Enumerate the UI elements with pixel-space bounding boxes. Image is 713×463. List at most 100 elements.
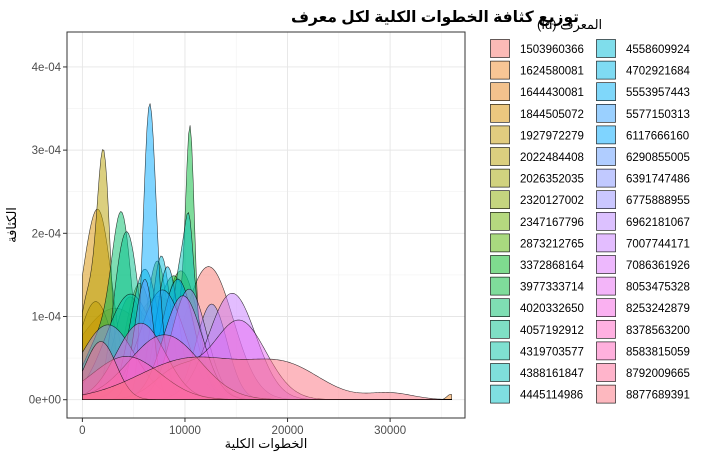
legend-key-swatch — [490, 125, 510, 145]
legend-item: 5577150313 — [596, 103, 690, 123]
legend-item: 6391747486 — [596, 168, 690, 188]
y-tick-label: 4e-04 — [32, 62, 62, 74]
legend-item: 2873212765 — [490, 233, 584, 253]
legend-item: 6290855005 — [596, 147, 690, 166]
legend-item: 5553957443 — [596, 82, 690, 102]
density-area-8877689391 — [82, 356, 452, 400]
legend-label: 1927972279 — [520, 130, 584, 142]
legend-item: 8378563200 — [596, 319, 690, 339]
legend-title: المعرف (Id) — [537, 17, 602, 33]
legend-key-swatch — [490, 384, 510, 404]
legend-key-swatch — [490, 168, 510, 188]
legend-item: 4445114986 — [490, 384, 583, 404]
legend-key-swatch — [490, 233, 510, 253]
legend-item: 2347167796 — [490, 211, 584, 231]
legend-key-swatch — [490, 147, 510, 166]
legend-label: 8792009665 — [626, 368, 690, 380]
legend-label: 6775888955 — [626, 195, 690, 207]
legend-item: 2320127002 — [490, 190, 584, 210]
legend-label: 4020332650 — [520, 303, 584, 315]
legend-label: 4319703577 — [520, 346, 584, 358]
x-tick-label: 10000 — [169, 425, 201, 437]
legend-item: 8253242879 — [596, 298, 690, 318]
legend-key-swatch — [490, 319, 510, 339]
x-tick-label: 20000 — [272, 425, 304, 437]
x-tick-label: 0 — [79, 425, 85, 437]
legend-key-swatch — [490, 298, 510, 318]
legend-item: 4057192912 — [490, 319, 584, 339]
legend-key-swatch — [596, 168, 616, 188]
legend-label: 6391747486 — [626, 174, 690, 186]
legend-label: 6117666160 — [626, 130, 689, 142]
legend-key-swatch — [596, 233, 616, 253]
legend-key-swatch — [490, 212, 510, 231]
legend-item: 7086361926 — [596, 255, 690, 274]
legend-key-swatch — [596, 82, 616, 101]
legend-item: 1624580081 — [490, 60, 584, 80]
legend-key-swatch — [490, 341, 510, 361]
legend-item: 4319703577 — [490, 341, 584, 361]
legend-key-swatch — [596, 60, 616, 80]
legend-label: 5577150313 — [626, 109, 690, 121]
legend-item: 1927972279 — [490, 125, 584, 145]
legend: 1503960366 1624580081 1644430081 1844505072… — [490, 39, 691, 404]
legend-label: 4558609924 — [626, 44, 691, 56]
legend-item: 8583815059 — [596, 341, 690, 361]
legend-label: 7007744171 — [626, 238, 690, 250]
density-layers — [82, 103, 452, 400]
legend-item: 4020332650 — [490, 298, 584, 318]
chart-title: توزيع كثافة الخطوات الكلية لكل معرف — [291, 9, 579, 26]
legend-item: 6775888955 — [596, 190, 690, 210]
legend-item: 2022484408 — [490, 147, 584, 166]
legend-label: 3977333714 — [520, 282, 585, 294]
y-axis-label: الكثافة — [4, 207, 19, 243]
x-axis-label: الخطوات الكلية — [225, 436, 308, 452]
legend-key-swatch — [596, 147, 616, 166]
legend-label: 2320127002 — [520, 195, 584, 207]
legend-label: 8053475328 — [626, 282, 690, 294]
legend-key-swatch — [490, 363, 510, 382]
legend-label: 6962181067 — [626, 217, 690, 229]
x-axis: 0 10000 20000 30000 — [79, 418, 406, 437]
legend-label: 6290855005 — [626, 152, 690, 164]
legend-label: 8877689391 — [626, 390, 690, 402]
legend-key-swatch — [596, 341, 616, 361]
legend-key-swatch — [596, 319, 616, 339]
legend-item: 4388161847 — [490, 363, 584, 382]
legend-label: 1503960366 — [520, 44, 584, 56]
legend-item: 1844505072 — [490, 103, 584, 123]
legend-key-swatch — [596, 125, 616, 145]
legend-key-swatch — [490, 104, 510, 123]
legend-item: 6962181067 — [596, 211, 690, 231]
legend-label: 1844505072 — [520, 109, 584, 121]
legend-label: 4388161847 — [520, 368, 584, 380]
y-axis: 0e+00 1e-04 2e-04 3e-04 4e-04 — [29, 62, 67, 407]
legend-item: 4558609924 — [596, 39, 691, 58]
y-tick-label: 3e-04 — [32, 145, 62, 157]
legend-item: 8053475328 — [596, 276, 690, 296]
legend-label: 4445114986 — [520, 390, 583, 402]
legend-key-swatch — [596, 39, 616, 58]
legend-key-swatch — [490, 82, 510, 101]
legend-key-swatch — [596, 255, 616, 274]
legend-item: 3977333714 — [490, 276, 585, 296]
legend-key-swatch — [596, 384, 616, 404]
legend-item: 6117666160 — [596, 125, 689, 145]
legend-key-swatch — [490, 190, 510, 209]
legend-label: 4702921684 — [626, 66, 691, 78]
legend-label: 2873212765 — [520, 238, 584, 250]
legend-label: 2347167796 — [520, 217, 584, 229]
legend-key-swatch — [596, 363, 616, 382]
legend-item: 2026352035 — [490, 168, 584, 188]
legend-item: 8877689391 — [596, 384, 690, 404]
plot-panel-border — [66, 31, 466, 419]
legend-label: 7086361926 — [626, 260, 690, 272]
legend-label: 8583815059 — [626, 346, 690, 358]
legend-item: 8792009665 — [596, 363, 690, 382]
legend-item: 4702921684 — [596, 60, 691, 80]
y-tick-label: 0e+00 — [29, 395, 61, 407]
legend-label: 2026352035 — [520, 174, 584, 186]
legend-label: 1644430081 — [520, 87, 584, 99]
